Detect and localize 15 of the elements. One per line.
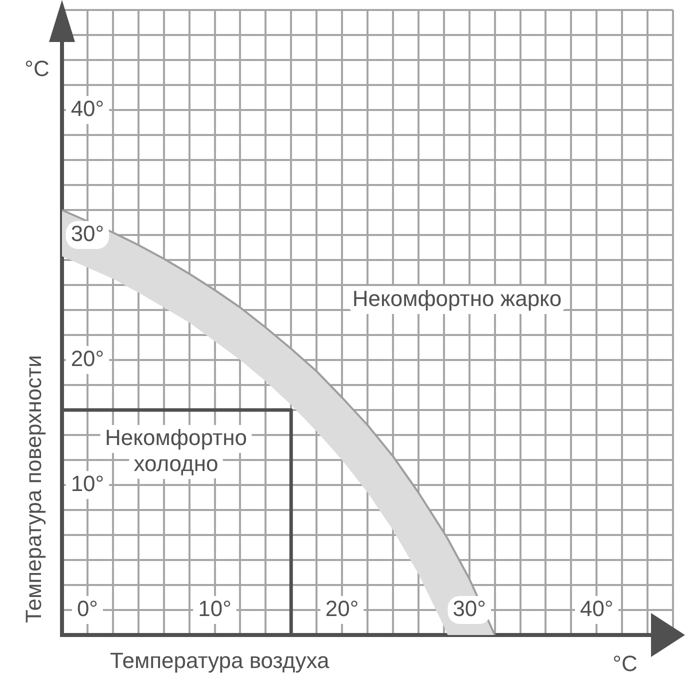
x-tick-label: 40° <box>580 596 614 622</box>
x-tick-label: 0° <box>76 596 98 622</box>
x-tick-label: 30° <box>452 596 486 622</box>
y-tick-label: 10° <box>70 471 104 496</box>
annotation: Некомфортно жарко <box>352 286 562 312</box>
y-tick-label: 20° <box>70 346 104 372</box>
text: °C <box>612 651 638 676</box>
annotation: Некомфортно холодно <box>105 425 247 476</box>
y-tick-label: 30° <box>70 221 104 246</box>
y-axis-title: Температура поверхности <box>21 355 46 623</box>
x-tick-label: 10° <box>198 596 232 622</box>
x-tick-label: 20° <box>325 596 359 622</box>
y-tick-label: 40° <box>70 96 104 122</box>
text: °C <box>24 56 50 82</box>
x-axis-title: Температура воздуха <box>110 648 330 674</box>
